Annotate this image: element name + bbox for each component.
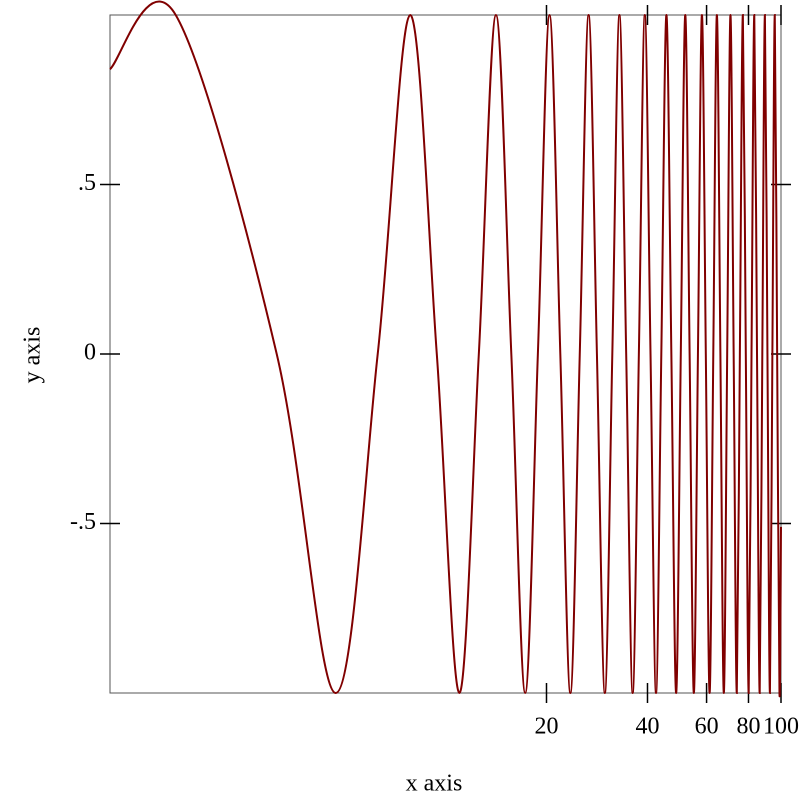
x-tick-label: 40 (635, 714, 659, 740)
y-tick-label: -.5 (70, 509, 96, 535)
x-tick-label: 20 (534, 714, 558, 740)
x-tick-label: 100 (763, 714, 799, 740)
y-tick-label: .5 (78, 170, 96, 196)
y-tick-label: 0 (84, 340, 96, 366)
x-tick-label: 80 (736, 714, 760, 740)
line-series (109, 0, 782, 698)
y-axis-label: y axis (20, 327, 46, 384)
x-tick-label: 60 (695, 714, 719, 740)
x-axis-label: x axis (406, 771, 463, 797)
